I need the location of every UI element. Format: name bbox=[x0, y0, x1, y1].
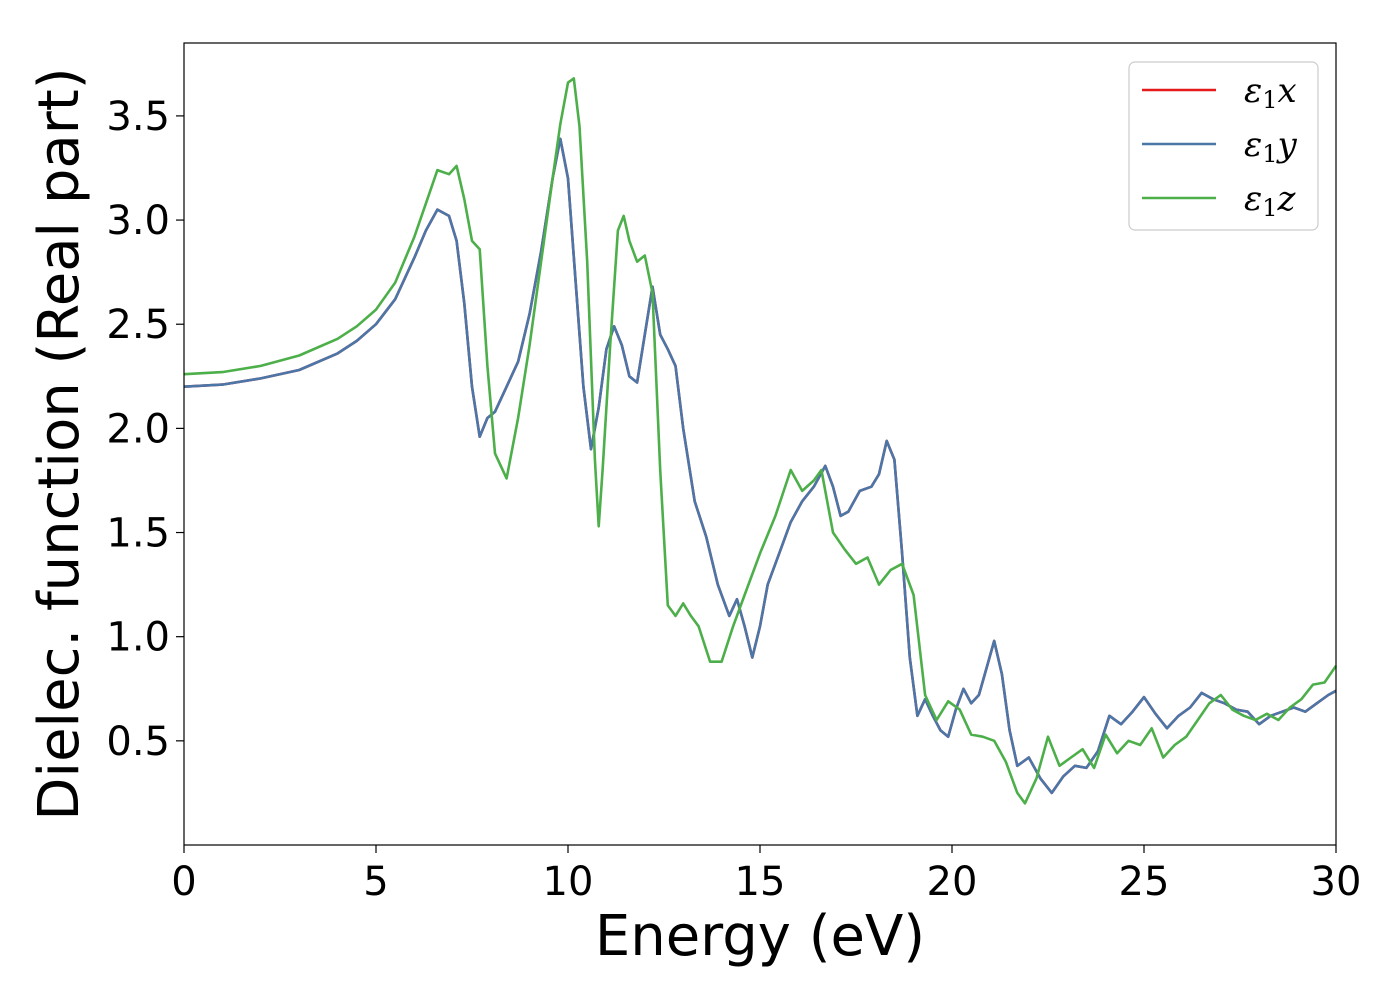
x-tick-label: 15 bbox=[735, 859, 786, 905]
series-line-y bbox=[183, 137, 1337, 795]
x-axis-label: Energy (eV) bbox=[595, 904, 925, 969]
legend-label-z: ε1z bbox=[1244, 179, 1297, 222]
x-tick-label: 5 bbox=[363, 859, 388, 905]
x-tick-label: 0 bbox=[171, 859, 196, 905]
legend-label-y: ε1y bbox=[1244, 125, 1298, 168]
series-layer bbox=[183, 77, 1338, 805]
x-tick-label: 25 bbox=[1119, 859, 1170, 905]
x-tick-label: 20 bbox=[927, 859, 978, 905]
x-tick-label: 10 bbox=[543, 859, 594, 905]
y-tick-label: 0.5 bbox=[106, 719, 170, 765]
y-tick-label: 2.5 bbox=[106, 302, 170, 348]
y-tick-label: 3.5 bbox=[106, 94, 170, 140]
x-tick-label: 30 bbox=[1311, 859, 1362, 905]
y-tick-label: 1.5 bbox=[106, 511, 170, 557]
legend-label-x: ε1x bbox=[1244, 71, 1297, 114]
y-axis: 0.5 1.0 1.5 2.0 2.5 3.0 3.5 bbox=[106, 94, 184, 765]
y-tick-label: 3.0 bbox=[106, 198, 170, 244]
x-axis: 0 5 10 15 20 25 30 bbox=[171, 845, 1361, 905]
series-line-z bbox=[183, 77, 1338, 805]
legend-box bbox=[1128, 61, 1319, 231]
legend: ε1x ε1y ε1z bbox=[1128, 61, 1319, 231]
y-axis-label: Dielec. function (Real part) bbox=[27, 67, 92, 820]
y-tick-label: 1.0 bbox=[106, 615, 170, 661]
y-tick-label: 2.0 bbox=[106, 406, 170, 452]
